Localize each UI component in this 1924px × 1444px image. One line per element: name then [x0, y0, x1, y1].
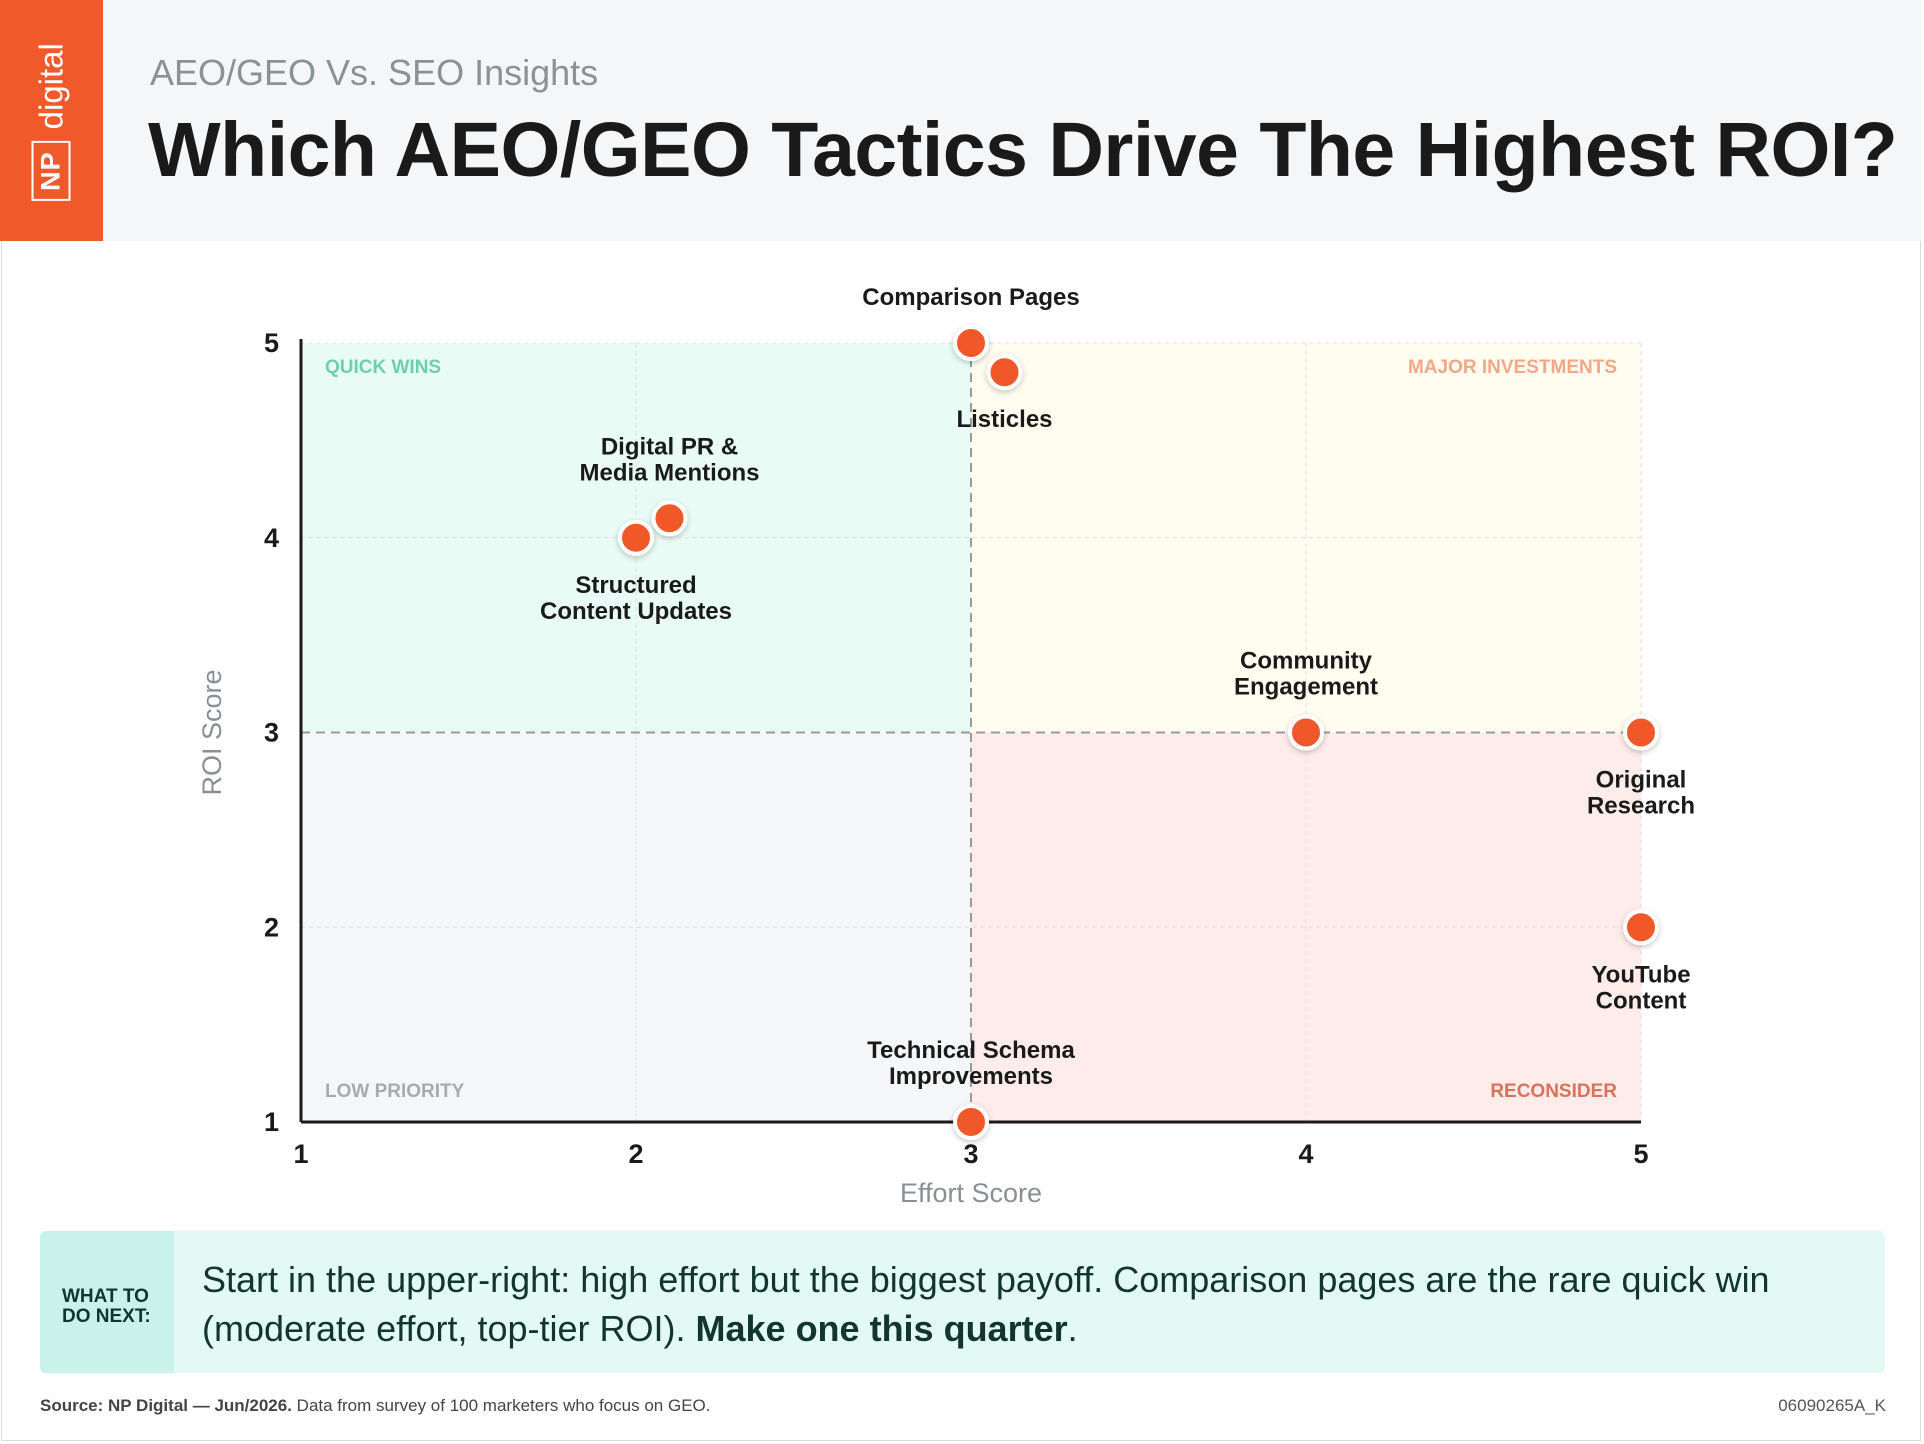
quadrant-label-top-right: MAJOR INVESTMENTS: [1408, 357, 1617, 378]
quadrant-label-bottom-left: LOW PRIORITY: [325, 1081, 465, 1102]
x-tick-label: 1: [293, 1139, 308, 1169]
x-tick-label: 5: [1633, 1139, 1648, 1169]
callout-label-box: WHAT TO DO NEXT:: [40, 1231, 174, 1373]
document-code: 06090265A_K: [1778, 1396, 1886, 1415]
source-label: Source: NP Digital — Jun/2026.: [40, 1396, 292, 1415]
data-point: [953, 325, 989, 361]
what-to-do-next-callout: WHAT TO DO NEXT: Start in the upper-righ…: [40, 1231, 1885, 1373]
data-point: [618, 519, 654, 556]
data-point-label: Technical Schema: [867, 1037, 1075, 1064]
data-point: [651, 500, 688, 537]
x-tick-label: 3: [963, 1139, 978, 1169]
data-point: [953, 1104, 989, 1140]
data-point-label: Content Updates: [540, 598, 732, 625]
x-axis-title: Effort Score: [900, 1178, 1042, 1208]
data-point-label: Content: [1596, 987, 1687, 1014]
data-point-label: Research: [1587, 793, 1695, 820]
y-tick-label: 4: [264, 523, 279, 553]
data-point-label: Comparison Pages: [862, 284, 1079, 311]
quadrant-label-top-left: QUICK WINS: [325, 357, 441, 378]
data-point-label: Listicles: [956, 406, 1052, 433]
data-point-label: Community: [1240, 648, 1373, 675]
data-point-label: Media Mentions: [579, 459, 759, 486]
np-digital-logo: NP digital: [0, 0, 103, 241]
roi-effort-scatter-chart: QUICK WINS MAJOR INVESTMENTS LOW PRIORITY R…: [197, 284, 1695, 1208]
logo-np-text: NP: [31, 141, 71, 201]
y-tick-label: 3: [264, 718, 279, 748]
page-subtitle: AEO/GEO Vs. SEO Insights: [150, 52, 599, 93]
x-tick-label: 2: [628, 1139, 643, 1169]
callout-label: WHAT TO DO NEXT:: [62, 1286, 151, 1327]
callout-text: Start in the upper-right: high effort bu…: [202, 1255, 1862, 1353]
quadrant-label-bottom-right: RECONSIDER: [1490, 1081, 1617, 1102]
source-text: Data from survey of 100 marketers who fo…: [291, 1396, 711, 1415]
y-axis-title: ROI Score: [197, 669, 227, 795]
data-point-label: Structured: [575, 572, 696, 599]
data-point: [986, 354, 1023, 391]
callout-end: .: [1067, 1308, 1078, 1349]
data-point-label: YouTube: [1591, 961, 1690, 988]
data-point: [1623, 714, 1659, 751]
y-tick-label: 1: [264, 1107, 279, 1137]
data-point-label: Digital PR &: [601, 433, 738, 460]
data-point: [1288, 714, 1324, 751]
callout-body: Start in the upper-right: high effort bu…: [202, 1259, 1770, 1349]
data-point-label: Improvements: [889, 1063, 1053, 1090]
y-tick-label: 5: [264, 328, 279, 358]
source-note: Source: NP Digital — Jun/2026. Data from…: [40, 1396, 711, 1416]
logo-digital-text: digital: [32, 43, 70, 130]
y-tick-label: 2: [264, 912, 279, 942]
data-point-label: Original: [1596, 767, 1687, 794]
data-point-label: Engagement: [1234, 674, 1378, 701]
page-title: Which AEO/GEO Tactics Drive The Highest …: [148, 107, 1898, 193]
callout-emphasis: Make one this quarter: [695, 1308, 1068, 1349]
header: NP digital AEO/GEO Vs. SEO Insights Whic…: [0, 0, 1922, 241]
data-point: [1623, 909, 1659, 946]
x-tick-label: 4: [1298, 1139, 1313, 1169]
